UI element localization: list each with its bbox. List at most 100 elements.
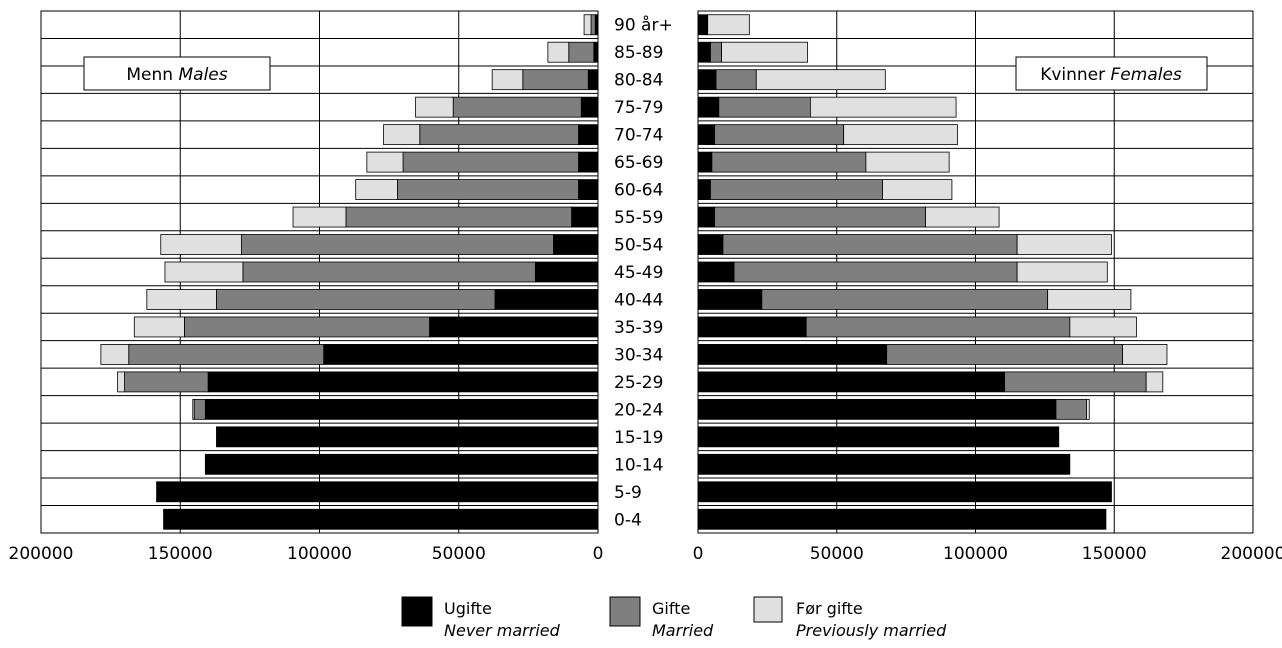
bar-males-50-54-ugifte (553, 234, 599, 255)
bar-females-75-79-ugifte (697, 96, 720, 118)
age-label-60-64: 60-64 (614, 181, 663, 201)
age-label-30-34: 30-34 (614, 345, 663, 365)
bar-females-25-29-gifte (1004, 371, 1147, 393)
bar-males-65-69-gifte (402, 151, 579, 173)
bar-males-60-64-f-r-gifte (355, 179, 398, 200)
bar-males-60-64-ugifte (578, 179, 599, 200)
age-label-75-79: 75-79 (614, 98, 663, 118)
legend-entry-married: Gifte Married (609, 596, 714, 640)
right-panel-bars (697, 14, 1168, 530)
bar-females-90-r-f-r-gifte (707, 14, 750, 36)
bar-males-80-84-f-r-gifte (491, 69, 524, 91)
bar-males-40-44-gifte (216, 289, 496, 310)
bar-females-75-79-gifte (718, 96, 811, 118)
age-label-15-19: 15-19 (614, 428, 663, 448)
bar-females-15-19-ugifte (697, 426, 1060, 448)
legend-swatch-never-married (401, 596, 433, 627)
bar-males-80-84-gifte (522, 69, 589, 91)
bar-males-75-79-gifte (452, 96, 582, 118)
bar-females-60-64-ugifte (697, 179, 711, 200)
bar-males-90-r-f-r-gifte (583, 14, 592, 36)
bar-males-45-49-gifte (242, 261, 536, 283)
bar-females-80-84-f-r-gifte (755, 69, 886, 91)
bar-males-90-r-gifte (590, 14, 596, 36)
left-panel-bars (100, 14, 599, 530)
bar-females-0-4-ugifte (697, 508, 1107, 530)
bar-males-50-54-f-r-gifte (160, 234, 242, 255)
bar-males-65-69-f-r-gifte (366, 151, 404, 173)
age-group-labels: 0-4 5-9 10-14 15-19 20-24 25-29 30-34 35-39 40-4… (614, 15, 673, 531)
bar-males-35-39-gifte (184, 316, 430, 338)
age-label-70-74: 70-74 (614, 126, 663, 146)
tick-right-200000: 200000 (1221, 544, 1282, 564)
bar-females-80-84-ugifte (697, 69, 717, 91)
males-label-sub: Males (178, 65, 227, 85)
age-label-0-4: 0-4 (614, 510, 642, 530)
legend: Ugifte Never married Gifte Married Før g… (401, 596, 947, 640)
age-label-50-54: 50-54 (614, 236, 663, 256)
bar-males-25-29-ugifte (207, 371, 599, 393)
bar-males-85-89-gifte (568, 41, 595, 63)
bar-females-55-59-gifte (714, 206, 926, 228)
bar-females-65-69-gifte (711, 151, 867, 173)
tick-left-150000: 150000 (148, 544, 213, 564)
males-label-box: Menn Males (83, 56, 271, 91)
bar-females-50-54-ugifte (697, 234, 724, 255)
bar-females-20-24-gifte (1055, 398, 1087, 420)
bar-males-85-89-ugifte (593, 41, 599, 63)
tick-right-100000: 100000 (943, 544, 1008, 564)
legend-label-for-gifte: Før gifte (796, 599, 863, 618)
bar-females-5-9-ugifte (697, 481, 1112, 503)
age-label-55-59: 55-59 (614, 208, 663, 228)
tick-right-150000: 150000 (1082, 544, 1147, 564)
legend-label-gifte: Gifte (652, 599, 690, 618)
bar-females-65-69-ugifte (697, 151, 713, 173)
bar-males-55-59-gifte (345, 206, 572, 228)
age-label-80-84: 80-84 (614, 71, 663, 91)
bar-males-45-49-f-r-gifte (164, 261, 244, 283)
bar-females-70-74-ugifte (697, 124, 716, 146)
age-label-45-49: 45-49 (614, 263, 663, 283)
bar-females-85-89-ugifte (697, 41, 711, 63)
legend-label-ugifte: Ugifte (444, 599, 492, 618)
bar-females-50-54-f-r-gifte (1016, 234, 1112, 255)
bar-males-15-19-ugifte (216, 426, 599, 448)
legend-swatch-previously-married (753, 596, 783, 623)
tick-left-100000: 100000 (287, 544, 352, 564)
bar-males-40-44-ugifte (494, 289, 599, 310)
legend-entry-never-married: Ugifte Never married (401, 596, 561, 640)
svg-text:Menn Males: Menn Males (126, 65, 227, 85)
bar-males-75-79-ugifte (580, 96, 599, 118)
tick-left-50000: 50000 (432, 544, 486, 564)
bar-males-0-4-ugifte (163, 508, 599, 530)
bar-females-85-89-f-r-gifte (721, 41, 809, 63)
bar-males-20-24-ugifte (204, 398, 599, 420)
tick-left-200000: 200000 (9, 544, 74, 564)
bar-females-70-74-gifte (714, 124, 845, 146)
bar-females-90-r-ugifte (697, 14, 709, 36)
bar-females-35-39-ugifte (697, 316, 807, 338)
females-label-sub: Females (1111, 65, 1182, 85)
bar-males-30-34-f-r-gifte (100, 344, 130, 365)
age-label-25-29: 25-29 (614, 373, 663, 393)
age-label-20-24: 20-24 (614, 400, 663, 420)
bar-males-60-64-gifte (397, 179, 579, 200)
bar-females-85-89-gifte (710, 41, 722, 63)
bar-males-70-74-gifte (419, 124, 579, 146)
bar-females-75-79-f-r-gifte (809, 96, 957, 118)
bar-males-90-r-ugifte (594, 14, 599, 36)
age-label-5-9: 5-9 (614, 483, 642, 503)
bar-males-35-39-ugifte (429, 316, 599, 338)
males-label-main: Menn (126, 65, 173, 85)
bar-males-55-59-f-r-gifte (292, 206, 347, 228)
bar-males-70-74-ugifte (578, 124, 599, 146)
tick-right-0: 0 (693, 544, 704, 564)
bar-females-25-29-ugifte (697, 371, 1006, 393)
bar-females-60-64-gifte (710, 179, 883, 200)
bar-females-60-64-f-r-gifte (882, 179, 953, 200)
bar-females-30-34-ugifte (697, 344, 888, 365)
age-label-85-89: 85-89 (614, 43, 663, 63)
bar-males-75-79-f-r-gifte (415, 96, 454, 118)
legend-sub-married: Married (652, 621, 714, 640)
